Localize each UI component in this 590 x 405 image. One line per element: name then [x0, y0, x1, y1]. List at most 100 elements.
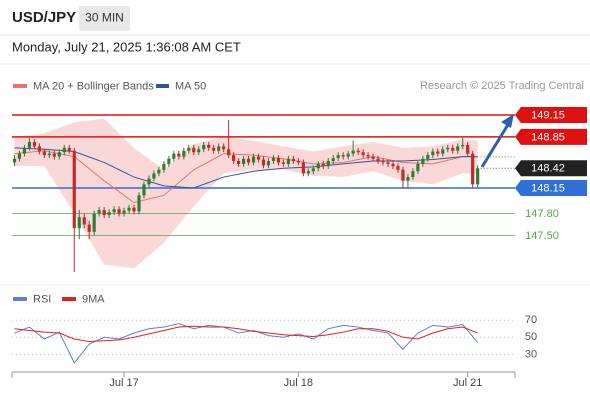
candle-body — [87, 224, 91, 232]
candle-body — [471, 153, 475, 185]
level-label: 149.15 — [531, 109, 565, 121]
candle-body — [137, 195, 141, 212]
candle-body — [112, 209, 116, 213]
candle-body — [426, 155, 430, 159]
candle-body — [261, 159, 266, 166]
candle-body — [157, 169, 161, 174]
candle-body — [376, 158, 380, 161]
timeframe[interactable]: 30 MIN — [85, 11, 124, 25]
legend-label: 9MA — [82, 293, 105, 305]
candle-body — [331, 158, 335, 161]
candle-body — [152, 173, 156, 179]
candle-body — [232, 155, 236, 161]
candle-body — [356, 150, 360, 153]
candle-body — [446, 147, 450, 150]
indicator-line — [14, 325, 478, 343]
forecast-arrowhead — [501, 114, 514, 128]
candle-body — [271, 158, 276, 161]
symbol: USD/JPY — [12, 9, 76, 26]
last-price-label: 148.42 — [531, 163, 565, 175]
candle-body — [456, 146, 460, 151]
candle-body — [22, 147, 27, 154]
candle-body — [182, 150, 186, 157]
candle-body — [92, 213, 96, 232]
candle-body — [441, 149, 445, 154]
candle-body — [401, 169, 405, 181]
candle-body — [82, 217, 86, 225]
candle-body — [391, 163, 395, 167]
candle-body — [411, 171, 415, 178]
candle-body — [117, 209, 121, 214]
y-tick-label: 70 — [525, 314, 537, 326]
candle-body — [12, 158, 17, 163]
candle-body — [241, 158, 246, 164]
candle-body — [47, 153, 51, 156]
last-price-box — [515, 160, 587, 177]
candle-body — [162, 163, 166, 170]
credit: Research © 2025 Trading Central — [420, 80, 584, 92]
candle-body — [476, 168, 480, 185]
candle-body — [17, 153, 22, 159]
legend-label: MA 50 — [175, 80, 206, 92]
candle-body — [102, 209, 106, 216]
candle-body — [421, 158, 425, 164]
candle-body — [127, 207, 131, 211]
candle-body — [306, 171, 310, 174]
candle-body — [32, 141, 37, 147]
candle-body — [57, 152, 61, 157]
candle-body — [436, 151, 440, 154]
datetime: Monday, July 21, 2025 1:36:08 AM CET — [12, 39, 241, 54]
level-label-box — [515, 128, 587, 145]
forecast-arrow — [480, 122, 511, 168]
candle-body — [321, 163, 325, 167]
candle-body — [97, 209, 101, 214]
candle-body — [326, 160, 330, 167]
indicator-line — [14, 323, 479, 364]
candle-body — [431, 151, 435, 156]
candle-body — [346, 153, 350, 157]
candle-body — [217, 146, 221, 151]
candle-body — [296, 160, 300, 163]
x-tick-label: Jul 21 — [453, 377, 482, 389]
candle-body — [192, 147, 196, 153]
candle-body — [207, 144, 211, 148]
candle-body — [396, 166, 400, 170]
level-label: 147.80 — [525, 208, 559, 220]
candle-body — [77, 217, 81, 229]
ma-line — [14, 147, 478, 189]
bollinger-band — [14, 118, 478, 269]
candle-body — [132, 207, 136, 212]
candle-body — [72, 150, 76, 229]
candle-body — [366, 155, 370, 157]
candle-body — [276, 158, 281, 163]
candle-body — [142, 184, 146, 196]
candle-body — [62, 147, 66, 153]
candle-body — [177, 153, 181, 157]
candle-body — [466, 144, 470, 154]
candle-body — [386, 162, 390, 164]
candle-body — [286, 158, 291, 164]
candle-body — [336, 155, 340, 159]
candle-body — [197, 149, 201, 153]
candle-body — [371, 156, 375, 159]
candle-body — [236, 160, 241, 164]
candle-body — [266, 160, 271, 166]
legend-label: MA 20 + Bollinger Bands — [33, 80, 154, 92]
x-tick-label: Jul 18 — [284, 377, 313, 389]
candle-body — [37, 146, 41, 152]
candle-body — [301, 162, 305, 174]
candle-body — [381, 160, 385, 163]
candle-body — [316, 163, 320, 169]
candle-body — [251, 156, 256, 163]
y-tick-label: 30 — [525, 348, 537, 360]
candle-body — [281, 162, 286, 164]
y-tick-label: 50 — [525, 331, 537, 343]
level-label-box — [515, 106, 587, 123]
candle-body — [461, 144, 465, 147]
candle-body — [406, 177, 410, 181]
candle-body — [212, 147, 216, 151]
timeframe-box[interactable] — [79, 6, 130, 31]
candle-body — [202, 144, 206, 150]
